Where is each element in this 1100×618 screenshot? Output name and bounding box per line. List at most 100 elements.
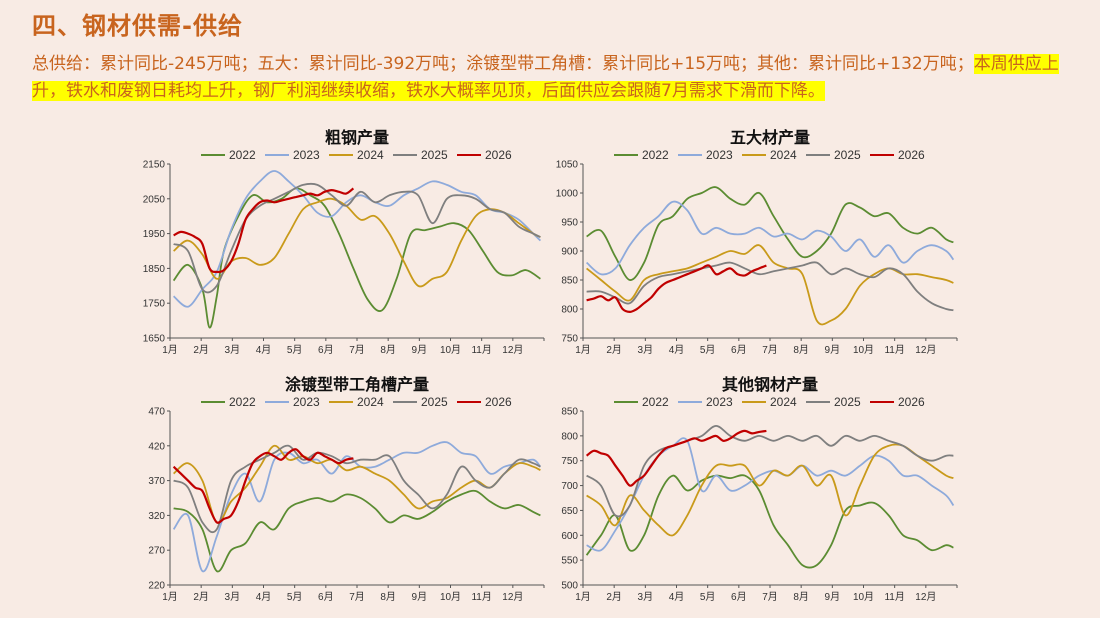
x-tick-label: 1月 (162, 344, 178, 356)
x-tick-label: 5月 (287, 344, 303, 356)
chart-title: 其他钢材产量 (722, 375, 818, 394)
x-tick-label: 10月 (853, 591, 874, 603)
y-tick-label: 950 (561, 218, 578, 229)
chart-coated: 涂镀型带工角槽产量 2022 2023 2024 2025 2026 220 270 320 37… (132, 371, 662, 616)
x-tick-label: 6月 (731, 591, 747, 603)
x-tick-label: 1月 (575, 591, 591, 603)
series-line-2023 (586, 200, 955, 276)
y-tick-label: 800 (561, 431, 578, 442)
legend-label-2025: 2025 (421, 148, 448, 162)
y-tick-label: 850 (561, 276, 578, 287)
x-tick-label: 2月 (193, 344, 209, 356)
x-tick-label: 11月 (471, 344, 491, 356)
y-tick-label: 1650 (143, 334, 166, 345)
x-tick-label: 9月 (412, 591, 428, 603)
x-tick-label: 1月 (162, 591, 178, 603)
y-tick-label: 420 (148, 441, 165, 452)
x-tick-label: 7月 (762, 591, 778, 603)
legend-label-2025: 2025 (834, 148, 861, 162)
y-tick-label: 750 (561, 456, 578, 467)
legend-label-2023: 2023 (293, 148, 320, 162)
y-tick-label: 500 (561, 581, 578, 592)
series-line-2024 (586, 443, 954, 537)
x-tick-label: 3月 (638, 344, 654, 356)
chart-title: 涂镀型带工角槽产量 (285, 375, 429, 394)
series-line-2025 (586, 425, 954, 518)
legend-label-2025: 2025 (421, 395, 448, 409)
x-tick-label: 1月 (575, 344, 591, 356)
legend-label-2026: 2026 (485, 148, 512, 162)
y-tick-label: 370 (148, 476, 165, 487)
series-line-2026 (172, 448, 354, 524)
x-tick-label: 8月 (380, 344, 396, 356)
x-tick-label: 10月 (853, 344, 874, 356)
legend-label-2022: 2022 (229, 395, 256, 409)
y-tick-label: 1750 (143, 299, 166, 310)
y-tick-label: 850 (561, 407, 578, 418)
y-tick-label: 750 (561, 334, 578, 345)
series-line-2022 (172, 187, 541, 329)
x-tick-label: 7月 (349, 344, 365, 356)
x-tick-label: 12月 (502, 591, 523, 603)
y-tick-label: 550 (561, 556, 578, 567)
legend-label-2024: 2024 (357, 395, 384, 409)
x-tick-label: 2月 (606, 591, 622, 603)
x-tick-label: 12月 (502, 344, 523, 356)
series-line-2026 (586, 264, 767, 313)
x-tick-label: 6月 (731, 344, 747, 356)
series-line-2022 (173, 489, 541, 573)
legend-label-2023: 2023 (293, 395, 320, 409)
x-tick-label: 9月 (825, 591, 841, 603)
x-tick-label: 8月 (793, 591, 809, 603)
y-tick-label: 800 (561, 305, 578, 316)
y-tick-label: 2050 (143, 194, 166, 205)
y-tick-label: 1850 (143, 264, 166, 275)
legend-label-2022: 2022 (229, 148, 256, 162)
x-tick-label: 2月 (606, 344, 622, 356)
series-line-2025 (586, 261, 954, 312)
x-tick-label: 7月 (349, 591, 365, 603)
series-line-2026 (585, 429, 767, 487)
x-tick-label: 3月 (225, 591, 241, 603)
y-tick-label: 2150 (143, 160, 166, 171)
y-tick-label: 1050 (556, 160, 579, 171)
x-tick-label: 4月 (669, 591, 685, 603)
y-tick-label: 900 (561, 247, 578, 258)
chart-other: 其他钢材产量 2022 2023 2024 2025 2026 500 550 600 650 70… (545, 371, 1075, 616)
legend-label-2026: 2026 (485, 395, 512, 409)
y-tick-label: 320 (148, 511, 165, 522)
legend-label-2022: 2022 (642, 395, 669, 409)
legend-label-2024: 2024 (357, 148, 384, 162)
series-line-2024 (586, 244, 954, 326)
x-tick-label: 9月 (412, 344, 428, 356)
y-tick-label: 1000 (556, 189, 579, 200)
x-tick-label: 11月 (884, 591, 904, 603)
x-tick-label: 4月 (256, 344, 272, 356)
x-tick-label: 5月 (700, 344, 716, 356)
x-tick-label: 5月 (287, 591, 303, 603)
series-line-2024 (173, 444, 541, 524)
chart-svg: 涂镀型带工角槽产量 2022 2023 2024 2025 2026 220 270 320 37… (148, 375, 545, 603)
chart-svg: 其他钢材产量 2022 2023 2024 2025 2026 500 550 600 650 70… (561, 375, 958, 603)
series-line-2023 (586, 437, 955, 552)
chart-title: 五大材产量 (730, 128, 810, 147)
x-tick-label: 11月 (471, 591, 491, 603)
x-tick-label: 6月 (318, 344, 334, 356)
y-tick-label: 600 (561, 531, 578, 542)
x-tick-label: 3月 (225, 344, 241, 356)
chart-big5: 五大材产量 2022 2023 2024 2025 2026 750 800 850 900 950… (545, 124, 1075, 369)
legend-label-2024: 2024 (770, 148, 797, 162)
chart-crude-steel: 粗钢产量 2022 2023 2024 2025 2026 1650 1750 1850 1950… (132, 124, 662, 369)
legend-label-2026: 2026 (898, 148, 925, 162)
summary-plain: 总供给：累计同比-245万吨；五大：累计同比-392万吨；涂镀型带工角槽：累计同… (32, 54, 974, 74)
x-tick-label: 3月 (638, 591, 654, 603)
x-tick-label: 12月 (915, 591, 936, 603)
legend-label-2023: 2023 (706, 395, 733, 409)
series-line-2025 (173, 182, 541, 294)
legend-label-2026: 2026 (898, 395, 925, 409)
series-line-2022 (586, 186, 954, 281)
legend-label-2024: 2024 (770, 395, 797, 409)
series-line-2024 (173, 197, 541, 288)
x-tick-label: 6月 (318, 591, 334, 603)
x-tick-label: 2月 (193, 591, 209, 603)
